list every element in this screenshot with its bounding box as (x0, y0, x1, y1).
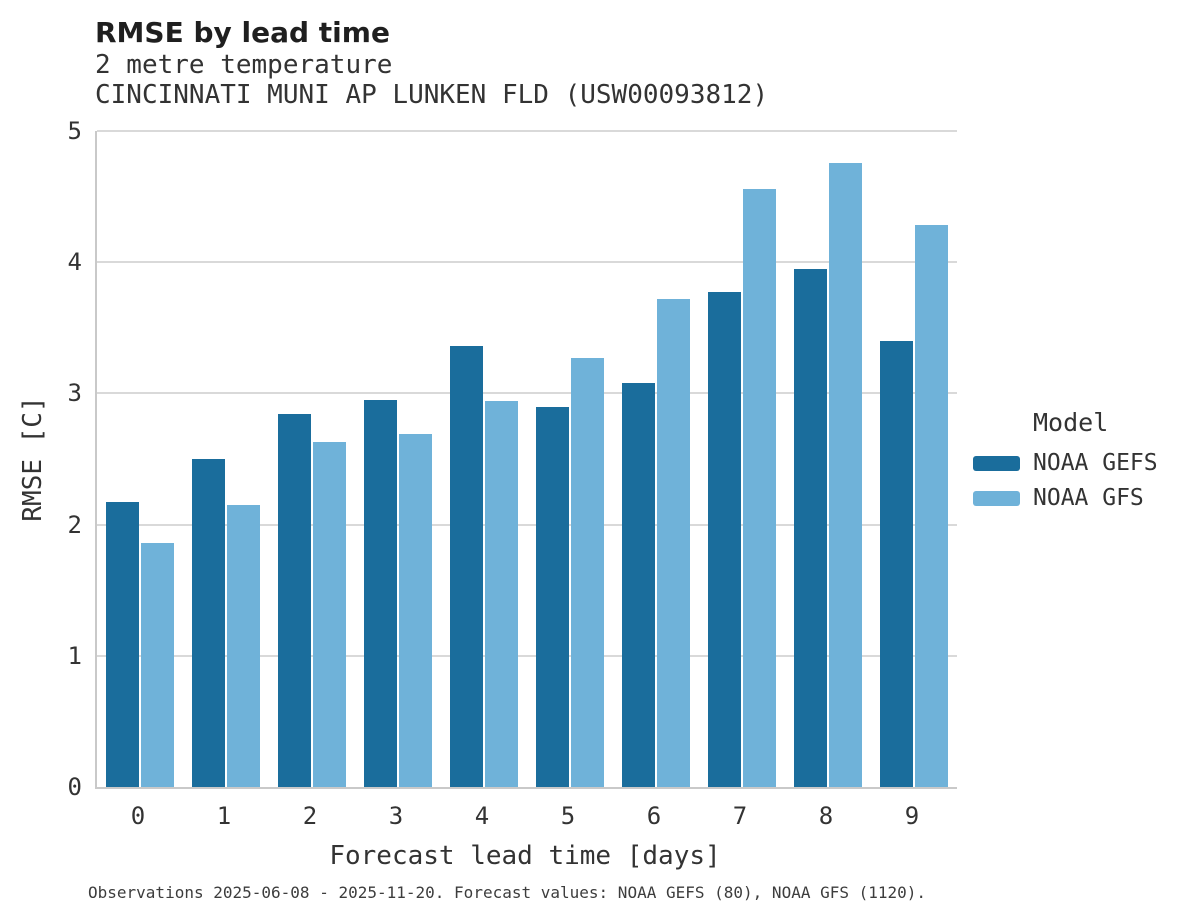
bar-noaa-gefs-lead-2 (278, 414, 311, 787)
bar-noaa-gfs-lead-4 (485, 401, 518, 787)
plot-area (95, 130, 957, 789)
bar-noaa-gefs-lead-1 (192, 459, 225, 787)
legend-label: NOAA GFS (1033, 485, 1144, 511)
y-tick-label-2: 2 (67, 510, 82, 539)
legend-swatch-icon (973, 490, 1020, 506)
y-tick-label-5: 5 (67, 117, 82, 145)
bar-noaa-gefs-lead-0 (106, 502, 139, 787)
bar-noaa-gfs-lead-0 (141, 542, 174, 787)
bar-noaa-gefs-lead-8 (794, 268, 827, 787)
x-tick-label-9: 9 (904, 802, 920, 830)
x-tick-label-4: 4 (474, 802, 490, 830)
gridline-y-4 (97, 261, 957, 264)
legend-item-noaa-gfs: NOAA GFS (973, 484, 1188, 512)
gridline-y-3 (97, 392, 957, 395)
y-tick-label-1: 1 (67, 641, 82, 670)
legend-swatch-icon (973, 455, 1020, 471)
y-tick-label-0: 0 (67, 773, 82, 801)
y-tick-label-4: 4 (67, 248, 82, 277)
chart-subtitle-variable: 2 metre temperature (95, 50, 393, 80)
legend-items: NOAA GEFS NOAA GFS (973, 449, 1188, 512)
bar-noaa-gefs-lead-4 (450, 346, 483, 787)
x-tick-label-1: 1 (216, 802, 232, 830)
x-tick-label-5: 5 (560, 802, 576, 830)
bar-noaa-gefs-lead-3 (364, 399, 397, 787)
x-tick-label-3: 3 (388, 802, 404, 830)
bar-noaa-gfs-lead-8 (829, 162, 862, 787)
x-tick-label-0: 0 (130, 802, 146, 830)
gridline-y-1 (97, 654, 957, 657)
bar-noaa-gefs-lead-6 (622, 382, 655, 787)
y-axis-label: RMSE [C] (18, 396, 48, 522)
legend-label: NOAA GEFS (1033, 450, 1158, 476)
x-tick-label-2: 2 (302, 802, 318, 830)
bar-noaa-gfs-lead-3 (399, 434, 432, 787)
footer-note: Observations 2025-06-08 - 2025-11-20. Fo… (88, 883, 927, 902)
gridline-y-2 (97, 523, 957, 526)
bar-noaa-gfs-lead-7 (743, 188, 776, 787)
y-tick-label-3: 3 (67, 379, 82, 408)
bar-noaa-gfs-lead-2 (313, 441, 346, 787)
x-tick-label-6: 6 (646, 802, 662, 830)
bar-noaa-gefs-lead-7 (708, 292, 741, 787)
chart-subtitle-station: CINCINNATI MUNI AP LUNKEN FLD (USW000938… (95, 80, 769, 110)
gridline-y-5 (97, 130, 957, 132)
legend-item-noaa-gefs: NOAA GEFS (973, 449, 1188, 477)
x-axis-label: Forecast lead time [days] (329, 841, 721, 871)
bar-noaa-gfs-lead-1 (227, 504, 260, 787)
x-tick-label-7: 7 (732, 802, 748, 830)
chart-title: RMSE by lead time (95, 16, 390, 49)
legend-title: Model (1033, 408, 1109, 437)
x-tick-label-8: 8 (818, 802, 834, 830)
bar-noaa-gfs-lead-6 (657, 298, 690, 787)
bar-noaa-gefs-lead-9 (880, 340, 913, 787)
bar-noaa-gfs-lead-5 (571, 357, 604, 787)
bar-noaa-gfs-lead-9 (915, 225, 948, 787)
legend: Model NOAA GEFS NOAA GFS (973, 408, 1188, 519)
bar-noaa-gefs-lead-5 (536, 406, 569, 787)
